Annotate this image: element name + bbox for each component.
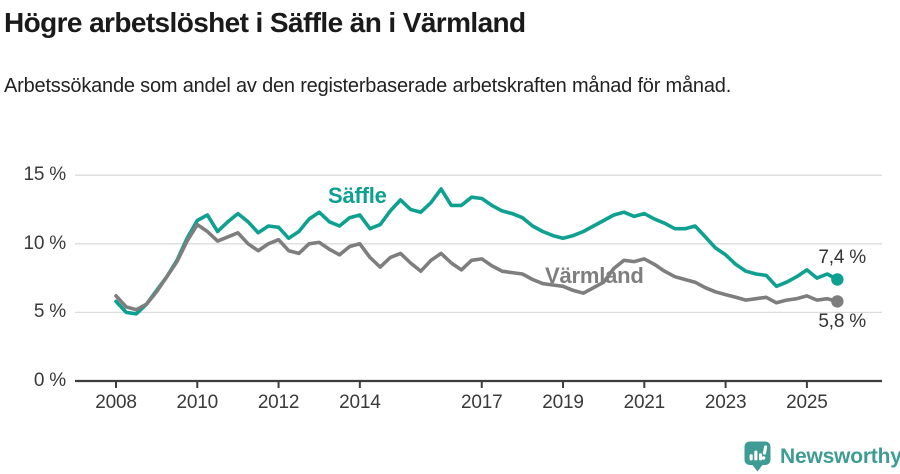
x-tick-label: 2019 [542, 392, 584, 413]
y-tick-label: 15 % [23, 164, 66, 186]
x-tick-label: 2014 [339, 392, 381, 413]
bar-chart-badge-icon [744, 441, 771, 472]
varmland-end-dot [831, 295, 844, 308]
x-tick-label: 2017 [461, 392, 503, 413]
newsworthy-brand[interactable]: Newsworthy [744, 441, 900, 472]
x-tick-label: 2021 [623, 392, 666, 413]
page-title: Högre arbetslöshet i Säffle än i Värmlan… [4, 7, 526, 38]
series-label-varmland: Värmland [545, 263, 644, 288]
y-tick-label: 10 % [23, 232, 66, 254]
saffle-line [114, 187, 840, 316]
varmland-line [114, 222, 840, 312]
varmland-latest-value: 5,8 % [818, 311, 866, 332]
y-tick-label: 0 % [33, 370, 66, 391]
chart-subtitle: Arbetssökande som andel av den registerb… [4, 75, 732, 97]
y-tick-label: 5 % [33, 301, 66, 323]
x-tick-label: 2010 [176, 392, 219, 413]
x-tick-label: 2012 [257, 392, 300, 413]
x-tick-label: 2008 [95, 392, 137, 413]
newsworthy-wordmark: Newsworthy [780, 445, 900, 468]
x-tick-label: 2025 [786, 392, 828, 413]
x-tick-label: 2023 [704, 392, 747, 413]
saffle-latest-value: 7,4 % [818, 247, 866, 268]
saffle-end-dot [831, 273, 844, 286]
series-label-saffle: Säffle [328, 183, 387, 208]
